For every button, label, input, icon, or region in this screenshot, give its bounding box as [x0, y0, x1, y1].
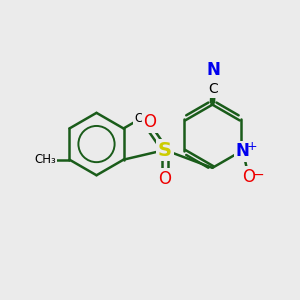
Text: CH₃: CH₃	[34, 153, 56, 166]
Text: C: C	[208, 82, 218, 96]
Text: O: O	[242, 168, 255, 186]
Text: N: N	[207, 61, 221, 79]
Text: O: O	[143, 113, 157, 131]
Text: −: −	[252, 167, 264, 182]
Text: N: N	[235, 142, 249, 160]
Text: CH₃: CH₃	[134, 112, 156, 125]
Text: +: +	[247, 140, 257, 153]
Text: O: O	[158, 170, 171, 188]
Text: S: S	[158, 140, 172, 160]
